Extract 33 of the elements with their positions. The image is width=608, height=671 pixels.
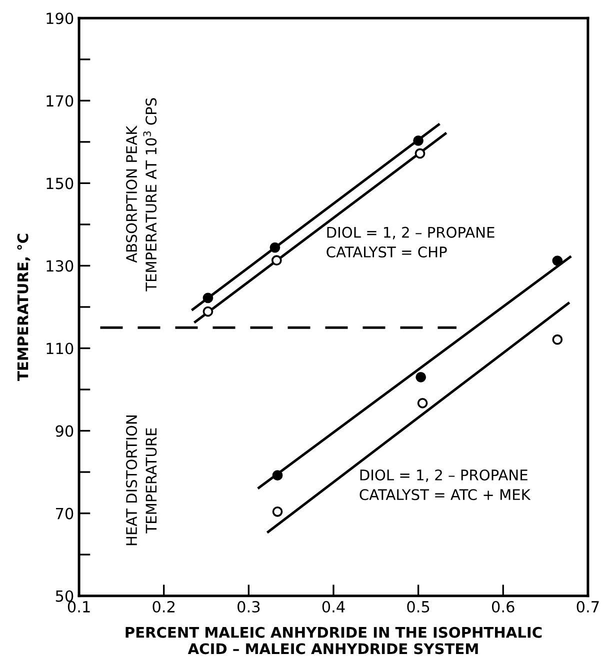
y-tick-label: 70 — [56, 508, 74, 520]
point — [271, 255, 282, 266]
point — [552, 256, 563, 266]
point — [270, 242, 280, 253]
x-axis-title: PERCENT MALEIC ANHYDRIDE IN THE ISOPHTHALIC ACID – MALEIC ANHYDRIDE SYSTEM — [126, 626, 542, 654]
y-tick-label: 150 — [46, 178, 74, 190]
y-axis-title: TEMPERATURE, °C — [17, 234, 30, 381]
x-tick-label: 0.6 — [492, 600, 514, 613]
x-tick-label: 0.3 — [238, 600, 260, 613]
y-tick-label: 90 — [56, 425, 74, 437]
x-tick-label: 0.5 — [407, 600, 430, 613]
annotation: DIOL = 1, 2 – PROPANE CATALYST = CHP — [326, 226, 494, 258]
point — [552, 334, 563, 345]
x-tick-label: 0.2 — [152, 600, 174, 613]
annotation: DIOL = 1, 2 – PROPANE CATALYST = ATC + MEK — [360, 469, 531, 500]
point — [272, 506, 283, 517]
y-tick-label: 170 — [46, 95, 74, 107]
annotation: ABSORPTION PEAK TEMPERATURE AT 10$^{3}$ CPS — [126, 98, 157, 292]
point — [202, 306, 214, 317]
point — [414, 148, 426, 159]
point — [417, 398, 428, 408]
y-tick-label: 190 — [46, 12, 74, 24]
y-tick-label: 130 — [46, 260, 74, 272]
y-tick-label: 50 — [56, 590, 74, 602]
x-tick-label: 0.1 — [68, 600, 90, 613]
x-tick-label: 0.4 — [322, 600, 345, 613]
y-tick-label: 110 — [46, 342, 74, 354]
point — [413, 135, 424, 146]
point — [416, 372, 426, 382]
point — [202, 292, 214, 304]
annotation: HEAT DISTORTION TEMPERATURE — [126, 416, 157, 546]
x-tick-label: 0.7 — [576, 600, 599, 613]
point — [272, 470, 283, 481]
